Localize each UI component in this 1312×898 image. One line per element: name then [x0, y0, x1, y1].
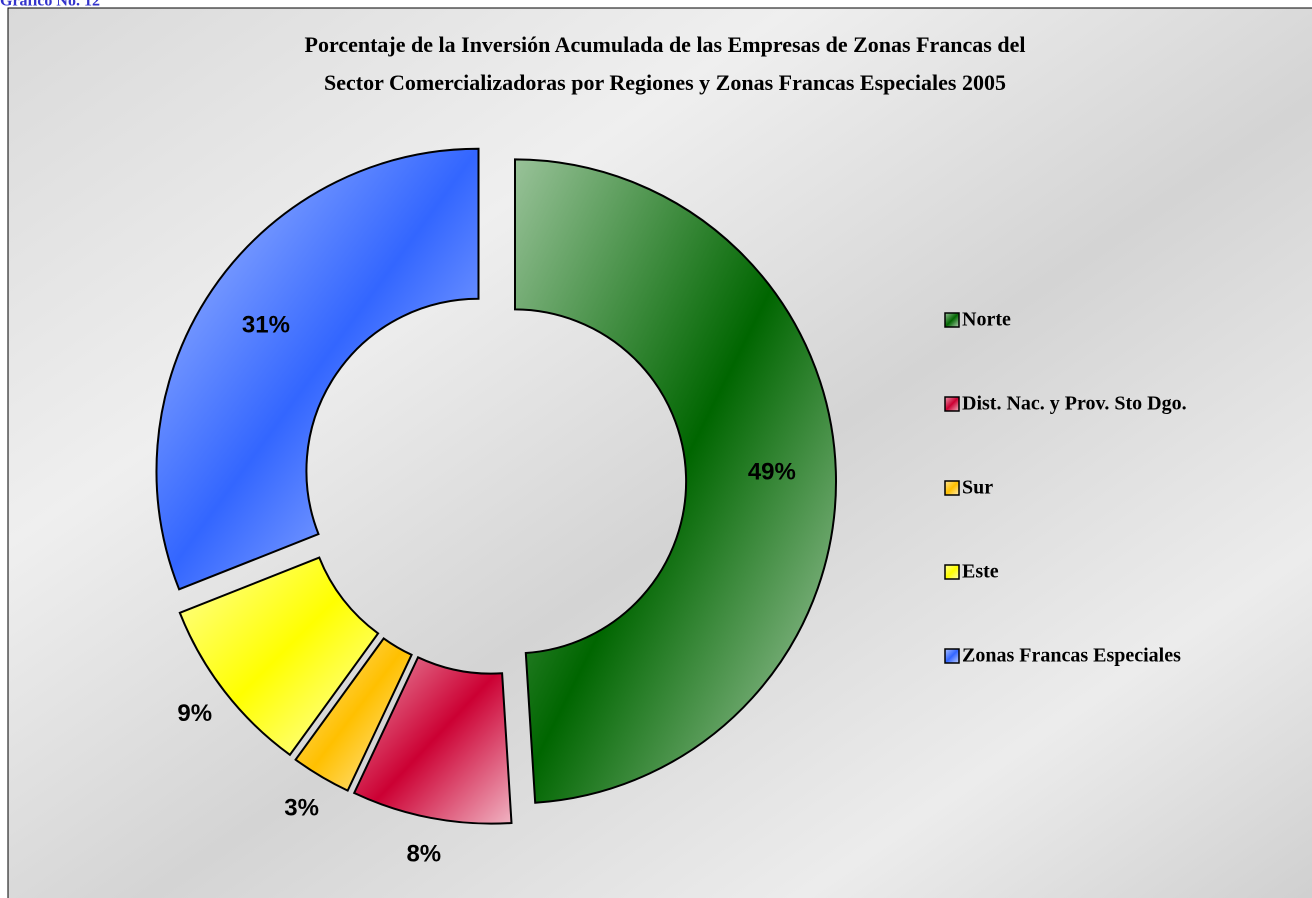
header: Gráfico No. 12 — [0, 0, 100, 10]
legend-label: Este — [962, 561, 999, 583]
donut-segment — [514, 158, 837, 804]
legend-label: Norte — [962, 309, 1011, 331]
legend-swatch — [944, 396, 960, 412]
legend-swatch — [944, 480, 960, 496]
legend-label: Zonas Francas Especiales — [962, 645, 1181, 667]
legend-label: Dist. Nac. y Prov. Sto Dgo. — [962, 393, 1187, 415]
data-label: 3% — [284, 794, 319, 821]
data-label: 8% — [406, 841, 441, 868]
chart-title: Sector Comercializadoras por Regiones y … — [324, 70, 1006, 95]
chart-title: Porcentaje de la Inversión Acumulada de … — [305, 32, 1026, 57]
legend-swatch — [944, 648, 960, 664]
donut-segment — [294, 637, 413, 792]
data-label: 9% — [177, 700, 212, 727]
data-label: 49% — [748, 459, 796, 486]
data-label: 31% — [242, 312, 290, 339]
donut-segment — [155, 147, 480, 591]
legend-swatch — [944, 564, 960, 580]
donut-segment — [352, 655, 513, 825]
legend-label: Sur — [962, 477, 993, 499]
donut-segment — [178, 556, 380, 757]
legend-swatch — [944, 312, 960, 328]
